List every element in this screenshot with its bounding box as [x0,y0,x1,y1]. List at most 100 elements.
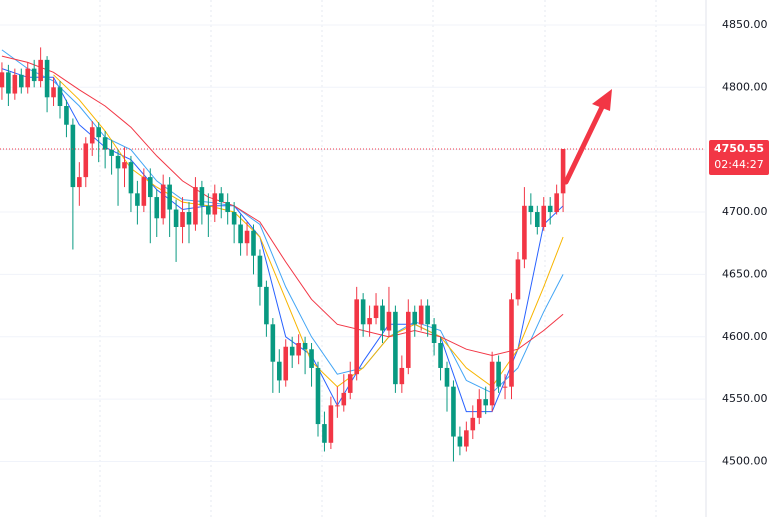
candle-body [464,430,469,447]
candle-body [89,127,95,144]
candle-body [115,155,121,169]
candle-body [244,230,250,244]
y-tick-label: 4800.00 [722,80,768,93]
candle-body [489,361,495,406]
candle-body [206,205,211,215]
candle-body [283,346,289,381]
candle-body [496,361,501,387]
candle-body [18,74,24,88]
moving-average-line [53,74,564,388]
candle-body [70,124,76,188]
candle-body [225,202,230,213]
y-tick-label: 4500.00 [722,454,768,467]
candle-body [309,349,314,368]
candle-body [560,148,566,194]
countdown-label: 02:44:27 [714,158,763,171]
candle-body [238,224,243,244]
candle-body [180,212,185,228]
y-tick-label: 4850.00 [722,18,768,31]
candle-body [167,184,172,210]
time-grid [99,0,657,517]
candle-body [354,299,359,375]
candle-body [399,367,405,385]
candle-body [96,127,101,138]
candle-body [541,205,547,228]
candle-body [405,311,411,368]
candle-body [109,149,114,156]
trend-arrow [563,89,612,185]
candle-body [0,72,5,88]
candle-body [44,59,50,98]
moving-average-line [1,68,564,413]
candle-body [515,259,521,300]
candle-body [154,197,160,219]
candle-body [386,311,392,331]
candle-body [522,205,527,260]
candle-body [347,374,353,393]
candle-body [360,299,366,325]
candle-body [373,305,379,319]
candle-body [302,343,308,350]
candle-body [528,205,534,213]
candle-body [264,286,269,325]
candle-body [296,343,301,356]
candle-body [122,162,127,169]
candle-body [64,106,69,125]
candle-body [212,193,218,215]
y-tick-label: 4700.00 [722,205,768,218]
candle-body [322,424,327,443]
candle-body [534,212,540,228]
candle-body [25,68,31,88]
candle-body [470,417,476,431]
candle-body [128,162,134,194]
candle-body [425,305,430,325]
candle-body [77,177,82,188]
candle-body [173,209,179,228]
last-price-label: 4750.55 [714,142,764,155]
moving-average-line [1,49,564,394]
candle-body [186,212,192,225]
candle-body [147,177,153,198]
candle-body [102,137,108,150]
candle-body [367,318,372,325]
candle-body [231,212,237,225]
candle-body [438,343,443,368]
candle-body [393,311,398,385]
candle-body [135,193,140,206]
candle-body [547,205,553,213]
candle-body [509,299,514,387]
candle-body [444,367,450,387]
candle-body [418,305,424,325]
candle-body [218,193,224,203]
candle-body [289,346,295,356]
candle-body [451,386,456,437]
candle-body [51,87,56,98]
y-tick-label: 4600.00 [722,330,768,343]
candle-body [483,399,488,406]
candle-body [341,392,347,406]
y-tick-label: 4650.00 [722,267,768,280]
candle-body [12,74,18,94]
candle-body [457,436,463,447]
y-tick-label: 4550.00 [722,392,768,405]
candle-body [476,399,482,418]
candle-body [412,311,418,325]
candle-body [502,386,508,388]
candle-body [251,230,256,256]
candle-body [160,184,166,219]
candle-body [554,193,559,213]
moving-average-line [1,55,564,357]
candle-body [431,324,437,344]
candle-body [83,143,89,178]
candle-body [270,324,276,362]
candle-body [380,305,385,331]
candle-body [141,177,147,206]
candle-body [335,405,340,407]
candle-body [257,255,263,287]
last-price-tag [709,139,769,175]
candle-body [276,361,282,381]
candle-body [315,367,321,425]
candle-body [193,187,198,225]
candle-body [31,68,37,82]
